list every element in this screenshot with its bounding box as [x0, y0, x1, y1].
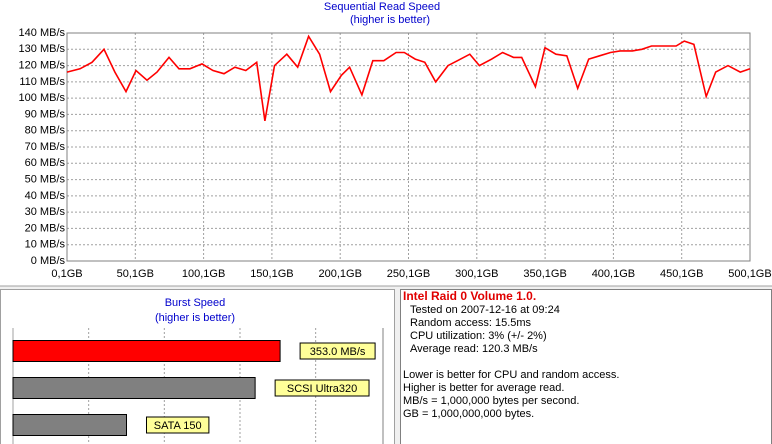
y-tick-label: 80 MB/s [25, 125, 66, 137]
y-tick-label: 70 MB/s [25, 141, 66, 153]
x-tick-label: 350,1GB [523, 268, 566, 280]
y-tick-label: 120 MB/s [19, 59, 66, 71]
info-line: CPU utilization: 3% (+/- 2%) [410, 330, 547, 342]
x-tick-label: 250,1GB [387, 268, 430, 280]
info-line: Tested on 2007-12-16 at 09:24 [410, 304, 560, 316]
x-tick-label: 0,1GB [51, 268, 82, 280]
y-tick-label: 140 MB/s [19, 27, 66, 39]
x-tick-label: 500,1GB [728, 268, 771, 280]
info-panel [400, 289, 772, 444]
plot-frame [66, 32, 751, 262]
y-tick-label: 110 MB/s [19, 76, 65, 88]
info-line: Random access: 15.5ms [410, 317, 532, 329]
chart-title: Burst Speed [165, 297, 226, 309]
info-note: Higher is better for average read. [403, 382, 564, 394]
value-label: 353.0 MB/s [310, 346, 366, 358]
x-tick-label: 450,1GB [660, 268, 703, 280]
bar [12, 340, 281, 362]
category-label: SCSI Ultra320 [287, 383, 357, 395]
x-tick-label: 300,1GB [455, 268, 498, 280]
label-box [145, 416, 210, 434]
chart-subtitle: (higher is better) [155, 312, 235, 324]
info-note: Lower is better for CPU and random acces… [403, 369, 619, 381]
info-title: Intel Raid 0 Volume 1.0. [403, 289, 536, 303]
y-tick-label: 90 MB/s [25, 108, 66, 120]
y-tick-label: 10 MB/s [25, 239, 66, 251]
top-panel [0, 0, 772, 286]
chart-title: Sequential Read Speed [324, 1, 440, 13]
chart-subtitle: (higher is better) [350, 14, 430, 26]
info-line: Average read: 120.3 MB/s [410, 343, 538, 355]
x-tick-label: 50,1GB [117, 268, 154, 280]
y-tick-label: 0 MB/s [31, 255, 66, 267]
info-note: MB/s = 1,000,000 bytes per second. [403, 395, 579, 407]
y-tick-label: 60 MB/s [25, 157, 66, 169]
label-box [299, 342, 376, 360]
y-tick-label: 130 MB/s [19, 43, 66, 55]
y-tick-label: 20 MB/s [25, 222, 66, 234]
x-tick-label: 100,1GB [182, 268, 225, 280]
y-tick-label: 100 MB/s [19, 92, 66, 104]
label-box [274, 379, 370, 397]
y-tick-label: 30 MB/s [25, 206, 66, 218]
x-tick-label: 400,1GB [592, 268, 635, 280]
bar [12, 377, 256, 399]
x-tick-label: 200,1GB [318, 268, 361, 280]
y-tick-label: 40 MB/s [25, 190, 66, 202]
y-tick-label: 50 MB/s [25, 173, 66, 185]
bar [12, 414, 127, 436]
category-label: SATA 150 [154, 420, 202, 432]
x-tick-label: 150,1GB [250, 268, 293, 280]
data-line [66, 34, 751, 122]
info-note: GB = 1,000,000,000 bytes. [403, 408, 534, 420]
